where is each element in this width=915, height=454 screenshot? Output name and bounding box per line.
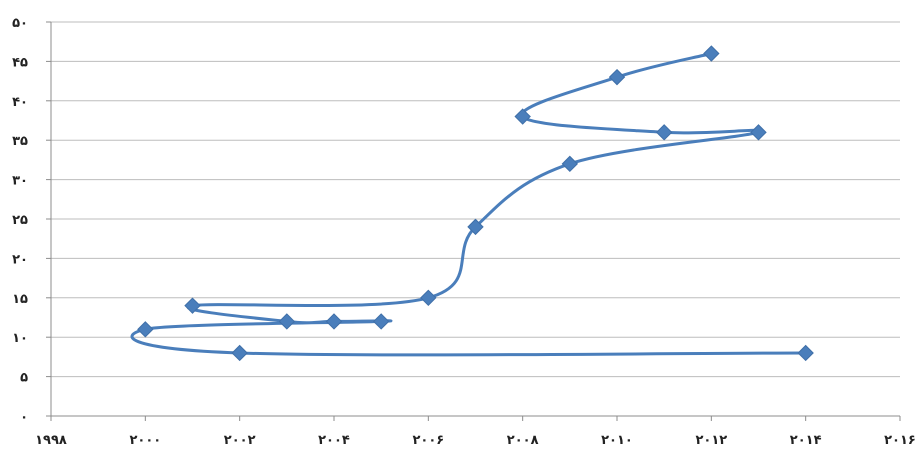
y-tick-label: ۵ [20,371,28,386]
y-tick-label: ۳۵ [12,134,28,149]
data-point-marker [231,344,248,362]
x-tick-label: ۲۰۰۴ [318,433,350,448]
y-tick-label: ۴۵ [12,55,28,70]
data-point-marker [278,313,296,330]
data-point-marker [703,45,720,62]
data-point-marker [372,313,390,330]
data-point-marker [184,297,201,314]
x-tick-label: ۲۰۰۰ [129,433,161,448]
data-point-marker [325,313,343,330]
y-tick-label: ۱۵ [12,292,28,307]
x-tick-label: ۲۰۱۰ [601,433,633,448]
data-point-marker [608,68,626,86]
x-tick-label: ۲۰۰۸ [507,433,539,448]
x-tick-label: ۲۰۰۶ [412,433,444,448]
x-tick-label: ۲۰۱۴ [790,433,822,448]
data-point-marker [514,108,531,125]
data-point-marker [797,344,814,362]
axes [46,21,901,421]
data-point-marker [467,218,484,236]
x-tick-label: ۱۹۹۸ [35,433,67,448]
series [130,45,814,362]
y-tick-label: ۰ [20,410,28,425]
y-tick-label: ۳۰ [12,174,28,189]
gridlines [51,21,900,378]
data-point-marker [750,124,767,141]
y-tick-label: ۱۰ [12,331,28,346]
y-tick-label: ۲۰ [12,252,28,267]
y-tick-label: ۲۵ [12,213,28,228]
data-point-marker [137,321,154,338]
y-tick-label: ۴۰ [12,95,28,110]
y-tick-labels: ۰ ۵ ۱۰ ۱۵ ۲۰ ۲۵ ۳۰ ۳۵ ۴۰ ۴۵ ۵۰ [12,16,28,425]
x-tick-label: ۲۰۱۲ [695,433,727,448]
data-point-marker [561,155,579,173]
series-line [130,52,806,357]
data-point-marker [420,289,437,307]
data-point-marker [655,124,673,141]
x-tick-label: ۲۰۱۶ [884,433,915,448]
x-tick-label: ۲۰۰۲ [224,433,256,448]
y-tick-label: ۵۰ [12,16,28,31]
x-tick-labels: ۱۹۹۸ ۲۰۰۰ ۲۰۰۲ ۲۰۰۴ ۲۰۰۶ ۲۰۰۸ ۲۰۱۰ ۲۰۱۲ ۲۰۱۴ ۲۰۱۶ [35,433,915,448]
